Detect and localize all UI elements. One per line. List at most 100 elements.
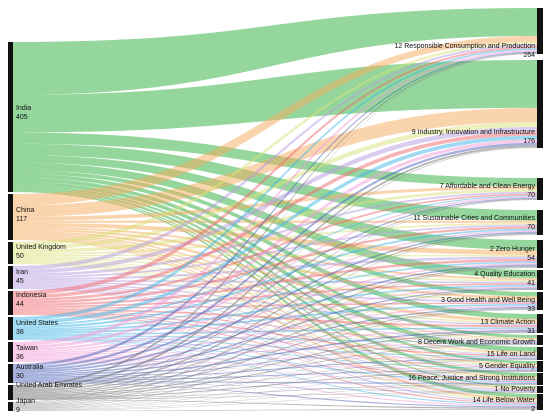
target-value-3: 70 bbox=[527, 192, 535, 199]
target-node-3 bbox=[537, 178, 543, 200]
link-australia-to-target-9 bbox=[13, 343, 537, 380]
link-taiwan-to-target-3 bbox=[13, 196, 537, 352]
target-label-13: 1 No Poverty bbox=[495, 386, 536, 393]
target-value-1: 264 bbox=[523, 52, 535, 59]
target-node-12 bbox=[537, 373, 543, 385]
link-china-to-target-2 bbox=[13, 107, 537, 217]
link-united-states-to-target-5 bbox=[13, 261, 537, 330]
target-node-11 bbox=[537, 361, 543, 372]
target-label-14: 14 Life Below Water bbox=[473, 397, 536, 404]
link-united-states-to-target-11 bbox=[13, 337, 537, 369]
link-united-arab-emirates-to-target-7 bbox=[13, 308, 537, 395]
target-node-7 bbox=[537, 292, 543, 310]
link-japan-to-target-1 bbox=[13, 53, 537, 403]
link-united-states-to-target-3 bbox=[13, 195, 537, 327]
link-indonesia-to-target-10 bbox=[13, 311, 537, 357]
link-united-kingdom-to-target-9 bbox=[13, 259, 537, 341]
source-label-united-kingdom: United Kingdom bbox=[16, 244, 66, 251]
link-united-arab-emirates-to-target-5 bbox=[13, 266, 537, 393]
target-nodes bbox=[537, 8, 543, 410]
link-japan-to-target-2 bbox=[13, 147, 537, 404]
link-taiwan-to-target-9 bbox=[13, 342, 537, 359]
source-node-united-kingdom bbox=[8, 242, 13, 264]
link-australia-to-target-5 bbox=[13, 264, 537, 375]
link-united-kingdom-to-target-1 bbox=[13, 41, 537, 247]
source-node-iran bbox=[8, 266, 13, 289]
source-node-taiwan bbox=[8, 342, 13, 362]
link-united-arab-emirates-to-target-8 bbox=[13, 331, 537, 396]
target-label-5: 2 Zero Hunger bbox=[490, 246, 536, 253]
source-label-china: China bbox=[16, 207, 34, 214]
link-taiwan-to-target-1 bbox=[13, 49, 537, 346]
source-label-taiwan: Taiwan bbox=[16, 345, 38, 352]
link-united-arab-emirates-to-target-3 bbox=[13, 198, 537, 391]
target-label-4: 11 Sustainable Cities and Communities bbox=[413, 215, 535, 222]
source-node-indonesia bbox=[8, 291, 13, 315]
target-value-5: 54 bbox=[527, 255, 535, 262]
link-indonesia-to-target-9 bbox=[13, 310, 537, 342]
target-label-8: 13 Climate Action bbox=[481, 319, 536, 326]
target-node-2 bbox=[537, 60, 543, 148]
link-japan-to-target-13 bbox=[13, 392, 537, 411]
target-label-10: 15 Life on Land bbox=[487, 351, 535, 358]
link-australia-to-target-7 bbox=[13, 306, 537, 377]
target-node-10 bbox=[537, 347, 543, 360]
link-japan-to-target-9 bbox=[13, 344, 537, 409]
link-india-to-target-9 bbox=[13, 177, 537, 339]
link-indonesia-to-target-2 bbox=[13, 131, 537, 299]
target-label-9: 8 Decent Work and Economic Growth bbox=[418, 339, 535, 346]
link-china-to-target-1 bbox=[13, 35, 537, 206]
link-china-to-target-3 bbox=[13, 186, 537, 221]
source-value-india: 405 bbox=[16, 114, 28, 121]
link-australia-to-target-6 bbox=[13, 287, 537, 376]
link-united-states-to-target-1 bbox=[13, 48, 537, 321]
link-iran-to-target-1 bbox=[13, 44, 537, 270]
link-china-to-target-6 bbox=[13, 226, 537, 280]
target-value-7: 33 bbox=[527, 306, 535, 313]
link-indonesia-to-target-13 bbox=[13, 314, 537, 391]
target-value-6: 41 bbox=[527, 280, 535, 287]
link-australia-to-target-13 bbox=[13, 382, 537, 393]
target-node-4 bbox=[537, 210, 543, 235]
source-nodes bbox=[8, 42, 13, 411]
link-united-kingdom-to-target-14 bbox=[13, 263, 537, 402]
link-japan-to-target-7 bbox=[13, 309, 537, 408]
link-australia-to-target-8 bbox=[13, 329, 537, 379]
target-node-9 bbox=[537, 335, 543, 345]
link-taiwan-to-target-4 bbox=[13, 230, 537, 353]
link-united-states-to-target-10 bbox=[13, 336, 537, 358]
link-iran-to-target-3 bbox=[13, 191, 537, 277]
link-united-kingdom-to-target-3 bbox=[13, 189, 537, 254]
source-value-japan: 9 bbox=[16, 407, 20, 414]
source-label-united-states: United States bbox=[16, 320, 59, 327]
link-taiwan-to-target-8 bbox=[13, 328, 537, 358]
link-australia-to-target-2 bbox=[13, 142, 537, 370]
link-indonesia-to-target-3 bbox=[13, 193, 537, 302]
link-japan-to-target-8 bbox=[13, 332, 537, 409]
link-united-arab-emirates-to-target-1 bbox=[13, 52, 537, 388]
source-value-taiwan: 36 bbox=[16, 354, 24, 361]
link-iran-to-target-8 bbox=[13, 283, 537, 326]
source-label-japan: Japan bbox=[16, 398, 35, 405]
link-indonesia-to-target-14 bbox=[13, 314, 537, 404]
source-node-india bbox=[8, 42, 13, 192]
link-australia-to-target-10 bbox=[13, 358, 537, 381]
target-node-8 bbox=[537, 314, 543, 333]
link-united-arab-emirates-to-target-4 bbox=[13, 233, 537, 392]
source-value-united-states: 38 bbox=[16, 329, 24, 336]
source-label-iran: Iran bbox=[16, 269, 28, 276]
link-india-to-target-1 bbox=[13, 8, 537, 95]
link-indonesia-to-target-4 bbox=[13, 226, 537, 304]
link-united-arab-emirates-to-target-2 bbox=[13, 145, 537, 390]
link-iran-to-target-5 bbox=[13, 256, 537, 281]
link-taiwan-to-target-6 bbox=[13, 286, 537, 356]
link-united-states-to-target-14 bbox=[13, 339, 537, 406]
link-australia-to-target-14 bbox=[13, 382, 537, 408]
source-label-united-arab-emirates: United Arab Emirates bbox=[16, 382, 83, 389]
source-node-united-arab-emirates bbox=[8, 385, 13, 400]
link-taiwan-to-target-14 bbox=[13, 361, 537, 407]
target-label-11: 5 Gender Equality bbox=[479, 363, 536, 370]
link-iran-to-target-11 bbox=[13, 286, 537, 368]
